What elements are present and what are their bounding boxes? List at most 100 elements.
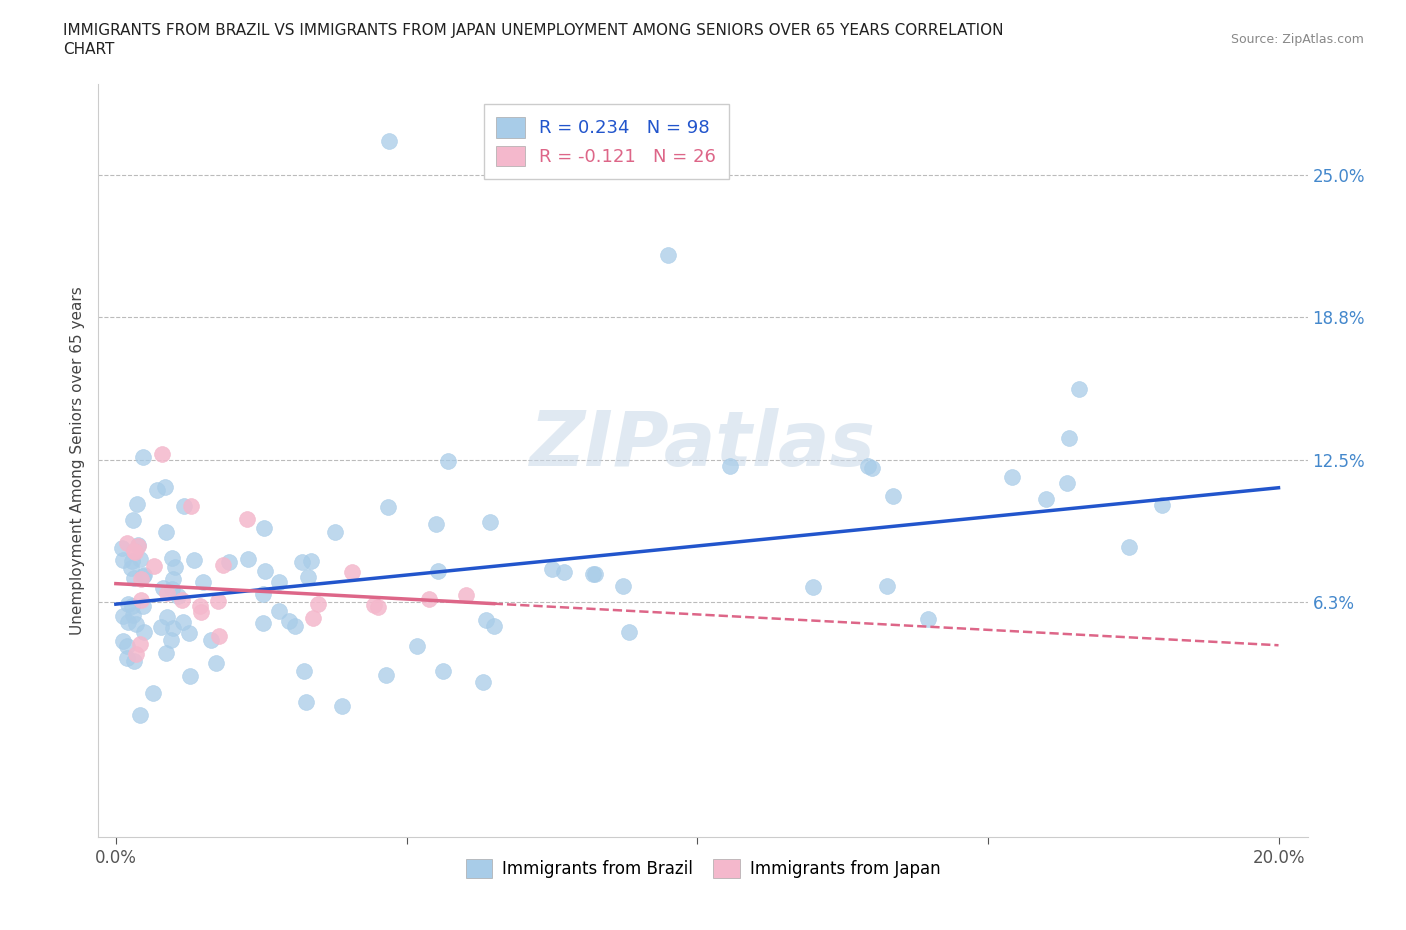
Point bbox=[117, 615, 139, 630]
Point bbox=[218, 554, 240, 569]
Point bbox=[112, 552, 135, 567]
Point bbox=[117, 535, 139, 550]
Point bbox=[152, 580, 174, 595]
Point bbox=[582, 567, 605, 582]
Point bbox=[162, 620, 184, 635]
Point bbox=[267, 604, 290, 618]
Point bbox=[155, 610, 177, 625]
Point bbox=[132, 569, 155, 584]
Point bbox=[180, 498, 202, 513]
Point bbox=[540, 562, 562, 577]
Point bbox=[295, 695, 318, 710]
Point bbox=[121, 599, 143, 614]
Point bbox=[120, 560, 142, 575]
Point bbox=[167, 589, 190, 604]
Point bbox=[323, 525, 346, 539]
Point bbox=[1056, 475, 1078, 490]
Point bbox=[170, 592, 193, 607]
Point bbox=[155, 645, 177, 660]
Point bbox=[128, 538, 150, 552]
Point bbox=[124, 617, 146, 631]
Point bbox=[302, 611, 325, 626]
Point bbox=[112, 633, 135, 648]
Point bbox=[160, 581, 183, 596]
Point bbox=[425, 516, 447, 531]
Point bbox=[363, 598, 385, 613]
Point bbox=[284, 618, 307, 633]
Point bbox=[474, 612, 496, 627]
Point bbox=[278, 613, 301, 628]
Point bbox=[173, 498, 195, 513]
Point bbox=[129, 551, 152, 566]
Point bbox=[292, 663, 315, 678]
Point bbox=[917, 611, 939, 626]
Point bbox=[553, 565, 575, 579]
Point bbox=[132, 599, 155, 614]
Point bbox=[115, 639, 138, 654]
Point bbox=[252, 616, 274, 631]
Point bbox=[612, 578, 634, 593]
Point bbox=[405, 638, 427, 653]
Point bbox=[252, 587, 274, 602]
Point bbox=[882, 488, 904, 503]
Point bbox=[183, 552, 205, 567]
Point bbox=[803, 579, 825, 594]
Point bbox=[211, 557, 233, 572]
Point bbox=[456, 588, 478, 603]
Point bbox=[124, 545, 146, 560]
Point bbox=[177, 626, 200, 641]
Point bbox=[472, 674, 495, 689]
Point bbox=[165, 560, 187, 575]
Point bbox=[132, 624, 155, 639]
Text: ZIPatlas: ZIPatlas bbox=[530, 408, 876, 483]
Point bbox=[127, 497, 149, 512]
Point bbox=[207, 594, 229, 609]
Y-axis label: Unemployment Among Seniors over 65 years: Unemployment Among Seniors over 65 years bbox=[69, 286, 84, 634]
Point bbox=[160, 632, 183, 647]
Point bbox=[299, 554, 322, 569]
Point bbox=[188, 599, 211, 614]
Point bbox=[254, 564, 277, 578]
Point bbox=[124, 571, 146, 586]
Point bbox=[150, 446, 173, 461]
Point bbox=[115, 651, 138, 666]
Point bbox=[583, 566, 606, 581]
Point bbox=[236, 551, 259, 566]
Point bbox=[427, 564, 450, 578]
Point bbox=[122, 607, 145, 622]
Point bbox=[236, 512, 259, 526]
Point bbox=[142, 685, 165, 700]
Text: CHART: CHART bbox=[63, 42, 115, 57]
Point bbox=[340, 565, 363, 579]
Point bbox=[132, 449, 155, 464]
Point bbox=[1057, 431, 1080, 445]
Point bbox=[617, 625, 640, 640]
Point bbox=[253, 520, 276, 535]
Point bbox=[125, 646, 148, 661]
Point bbox=[437, 454, 460, 469]
Text: Source: ZipAtlas.com: Source: ZipAtlas.com bbox=[1230, 33, 1364, 46]
Point bbox=[155, 480, 177, 495]
Point bbox=[297, 569, 319, 584]
Point bbox=[377, 499, 399, 514]
Legend: Immigrants from Brazil, Immigrants from Japan: Immigrants from Brazil, Immigrants from … bbox=[458, 853, 948, 885]
Point bbox=[156, 586, 179, 601]
Point bbox=[720, 458, 742, 473]
Point bbox=[1067, 381, 1090, 396]
Point bbox=[432, 663, 454, 678]
Point bbox=[330, 698, 353, 713]
Text: IMMIGRANTS FROM BRAZIL VS IMMIGRANTS FROM JAPAN UNEMPLOYMENT AMONG SENIORS OVER : IMMIGRANTS FROM BRAZIL VS IMMIGRANTS FRO… bbox=[63, 23, 1004, 38]
Point bbox=[307, 596, 329, 611]
Point bbox=[129, 571, 152, 586]
Point bbox=[193, 575, 215, 590]
Point bbox=[122, 512, 145, 527]
Point bbox=[122, 654, 145, 669]
Point bbox=[856, 458, 879, 473]
Point bbox=[367, 599, 389, 614]
Point bbox=[1118, 539, 1140, 554]
Point bbox=[162, 572, 184, 587]
Point bbox=[200, 632, 222, 647]
Point bbox=[128, 708, 150, 723]
Point bbox=[127, 538, 149, 553]
Point bbox=[179, 668, 201, 683]
